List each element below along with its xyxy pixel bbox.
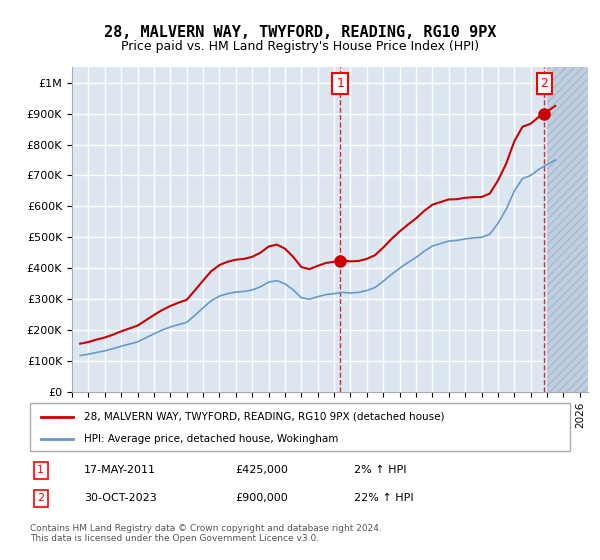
Text: 28, MALVERN WAY, TWYFORD, READING, RG10 9PX: 28, MALVERN WAY, TWYFORD, READING, RG10 … [104, 25, 496, 40]
Text: Contains HM Land Registry data © Crown copyright and database right 2024.
This d: Contains HM Land Registry data © Crown c… [30, 524, 382, 543]
Text: 2: 2 [541, 77, 548, 90]
Text: £425,000: £425,000 [235, 465, 288, 475]
Text: 1: 1 [37, 465, 44, 475]
Text: £900,000: £900,000 [235, 493, 288, 503]
Text: 1: 1 [336, 77, 344, 90]
Text: 2% ↑ HPI: 2% ↑ HPI [354, 465, 407, 475]
Text: Price paid vs. HM Land Registry's House Price Index (HPI): Price paid vs. HM Land Registry's House … [121, 40, 479, 53]
Text: HPI: Average price, detached house, Wokingham: HPI: Average price, detached house, Woki… [84, 434, 338, 444]
Text: 22% ↑ HPI: 22% ↑ HPI [354, 493, 413, 503]
Text: 30-OCT-2023: 30-OCT-2023 [84, 493, 157, 503]
FancyBboxPatch shape [30, 403, 570, 451]
Text: 2: 2 [37, 493, 44, 503]
Text: 17-MAY-2011: 17-MAY-2011 [84, 465, 156, 475]
Bar [547, 67, 588, 392]
Text: 28, MALVERN WAY, TWYFORD, READING, RG10 9PX (detached house): 28, MALVERN WAY, TWYFORD, READING, RG10 … [84, 412, 445, 422]
